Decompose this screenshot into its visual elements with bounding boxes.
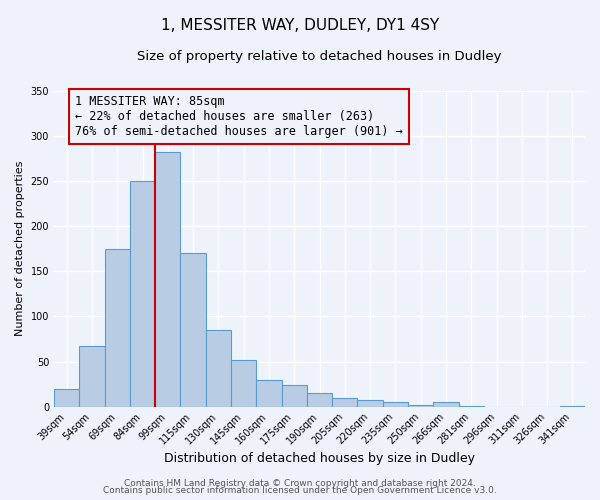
Bar — [383, 402, 408, 406]
Bar — [358, 400, 383, 406]
Bar — [104, 248, 130, 406]
Bar — [181, 253, 206, 406]
Bar — [54, 388, 79, 406]
Bar — [408, 405, 433, 406]
X-axis label: Distribution of detached houses by size in Dudley: Distribution of detached houses by size … — [164, 452, 475, 465]
Bar — [155, 152, 181, 406]
Text: Contains HM Land Registry data © Crown copyright and database right 2024.: Contains HM Land Registry data © Crown c… — [124, 478, 476, 488]
Text: 1, MESSITER WAY, DUDLEY, DY1 4SY: 1, MESSITER WAY, DUDLEY, DY1 4SY — [161, 18, 439, 32]
Bar — [256, 380, 281, 406]
Bar — [307, 393, 332, 406]
Bar — [79, 346, 104, 406]
Bar — [206, 330, 231, 406]
Y-axis label: Number of detached properties: Number of detached properties — [15, 161, 25, 336]
Text: Contains public sector information licensed under the Open Government Licence v3: Contains public sector information licen… — [103, 486, 497, 495]
Bar — [231, 360, 256, 406]
Bar — [130, 181, 155, 406]
Bar — [281, 385, 307, 406]
Title: Size of property relative to detached houses in Dudley: Size of property relative to detached ho… — [137, 50, 502, 63]
Bar — [332, 398, 358, 406]
Text: 1 MESSITER WAY: 85sqm
← 22% of detached houses are smaller (263)
76% of semi-det: 1 MESSITER WAY: 85sqm ← 22% of detached … — [75, 96, 403, 138]
Bar — [433, 402, 458, 406]
